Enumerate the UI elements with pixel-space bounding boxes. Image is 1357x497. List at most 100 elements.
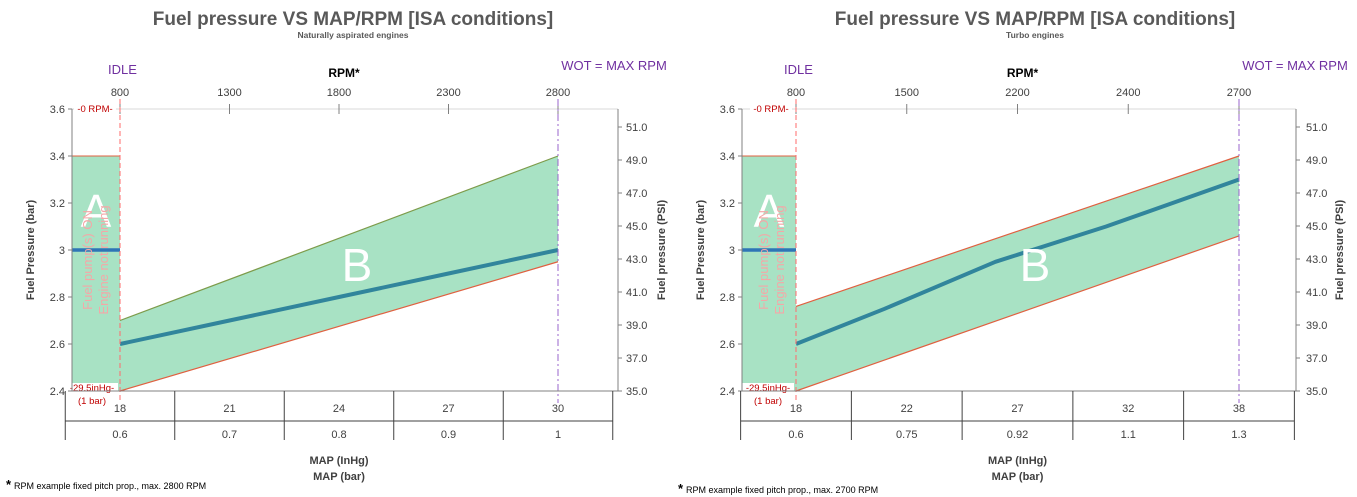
y2-tick-label: 49.0 [626,155,647,167]
y2-tick-label: 51.0 [1306,122,1327,134]
zone-a-band [742,156,796,391]
zone-b-upper-edge [795,155,1240,307]
chart-title: Fuel pressure VS MAP/RPM [ISA conditions… [835,9,1235,30]
y2-tick-label: 47.0 [626,188,647,200]
idle-label: IDLE [784,62,813,77]
zone-a-band [72,156,120,391]
y-tick-label: 3.2 [50,198,65,210]
zero-rpm-bg [750,103,792,115]
zone-b-lower-edge [119,261,559,392]
y-tick-label: 3.6 [50,104,65,116]
y-tick-label: 2.6 [50,339,65,351]
zero-rpm-label: -0 RPM- [77,104,112,115]
y2-tick-label: 51.0 [626,122,647,134]
footnote-text: RPM example fixed pitch prop., max. 2700… [686,485,878,495]
map-inhg-tick-label: 24 [333,403,345,415]
idle-label: IDLE [108,62,137,77]
y2-tick-label: 39.0 [1306,320,1327,332]
y-tick-label: 3.4 [720,151,735,163]
y2-tick-label: 49.0 [1306,155,1327,167]
y-tick-label: 2.4 [720,386,735,398]
pump-line-1: Fuel pump(s) ON [80,210,95,310]
rpm-axis-label: RPM* [1007,66,1039,80]
map-inhg-tick-label: 30 [552,403,564,415]
zone-b-label: B [1020,239,1051,291]
y2-tick-label: 43.0 [1306,254,1327,266]
map-inhg-tick-label: 32 [1122,403,1134,415]
map-bar-tick-label: 0.6 [112,429,127,441]
pump-status-text: Fuel pump(s) ONEngine not running [80,205,111,314]
map-bar-axis-label: MAP (bar) [313,471,365,483]
y-axis-label: Fuel Pressure (bar) [25,200,37,301]
vac-label-bg [66,383,118,407]
footnote-star: * [678,481,684,496]
zero-rpm-bg [74,103,116,115]
rpm-tick-label: 2800 [546,87,570,99]
map-bar-tick-label: 1 [555,429,561,441]
y-tick-label: 3.6 [720,104,735,116]
map-inhg-tick-label: 27 [1011,403,1023,415]
zone-a-label: A [81,185,112,237]
wot-label: WOT = MAX RPM [1242,58,1348,73]
vacuum-sub-label: (1 bar) [78,396,106,407]
y2-tick-label: 47.0 [1306,188,1327,200]
map-inhg-axis-label: MAP (InHg) [988,455,1047,467]
map-bar-tick-label: 0.9 [441,429,456,441]
y2-tick-label: 35.0 [626,386,647,398]
chart-subtitle: Turbo engines [1006,30,1064,40]
map-bar-tick-label: 0.8 [331,429,346,441]
map-inhg-tick-label: 22 [901,403,913,415]
rpm-tick-label: 1800 [327,87,351,99]
chart-subtitle: Naturally aspirated engines [297,30,408,40]
rpm-tick-label: 800 [787,87,805,99]
y-axis-label: Fuel Pressure (bar) [695,200,707,301]
y-tick-label: 3 [729,245,735,257]
y2-tick-label: 35.0 [1306,386,1327,398]
vacuum-sub-label: (1 bar) [754,396,782,407]
map-bar-tick-label: 1.3 [1231,429,1246,441]
map-bar-tick-label: 0.7 [222,429,237,441]
rpm-tick-label: 1500 [895,87,919,99]
footnote-text: RPM example fixed pitch prop., max. 2800… [14,481,206,491]
pump-line-1: Fuel pump(s) ON [756,210,771,310]
y2-tick-label: 37.0 [626,353,647,365]
y2-tick-label: 41.0 [1306,287,1327,299]
y2-tick-label: 45.0 [626,221,647,233]
fuel-pressure-series-line [119,248,559,346]
fuel-pressure-series-line [795,177,1240,346]
vacuum-label: -29.5inHg- [70,383,114,394]
rpm-axis-label: RPM* [328,66,360,80]
rpm-tick-label: 2200 [1005,87,1029,99]
zone-a-label: A [754,185,785,237]
map-inhg-tick-label: 18 [114,403,126,415]
rpm-tick-label: 2700 [1227,87,1251,99]
rpm-tick-label: 2300 [436,87,460,99]
zone-b-band [120,156,558,391]
y2-axis-label: Fuel pressure (PSI) [656,200,668,301]
vac-label-bg [742,383,794,407]
pump-line-2: Engine not running [772,205,787,314]
y-tick-label: 2.4 [50,386,65,398]
zone-b-label: B [342,239,373,291]
map-bar-tick-label: 0.75 [896,429,917,441]
y2-tick-label: 41.0 [626,287,647,299]
y2-tick-label: 43.0 [626,254,647,266]
y-tick-label: 2.8 [720,292,735,304]
zero-rpm-label: -0 RPM- [753,104,788,115]
map-bar-axis-label: MAP (bar) [992,471,1044,483]
y-tick-label: 3 [59,245,65,257]
y-tick-label: 2.6 [720,339,735,351]
zone-b-lower-edge [795,235,1240,392]
map-bar-tick-label: 0.6 [788,429,803,441]
chart-title: Fuel pressure VS MAP/RPM [ISA conditions… [153,9,553,30]
y2-axis-label: Fuel pressure (PSI) [1334,200,1346,301]
y-tick-label: 3.4 [50,151,65,163]
rpm-tick-label: 1300 [217,87,241,99]
pump-status-text: Fuel pump(s) ONEngine not running [756,205,787,314]
y-tick-label: 3.2 [720,198,735,210]
map-bar-tick-label: 1.1 [1121,429,1136,441]
y2-tick-label: 39.0 [626,320,647,332]
map-bar-tick-label: 0.92 [1007,429,1028,441]
footnote-star: * [6,477,12,492]
